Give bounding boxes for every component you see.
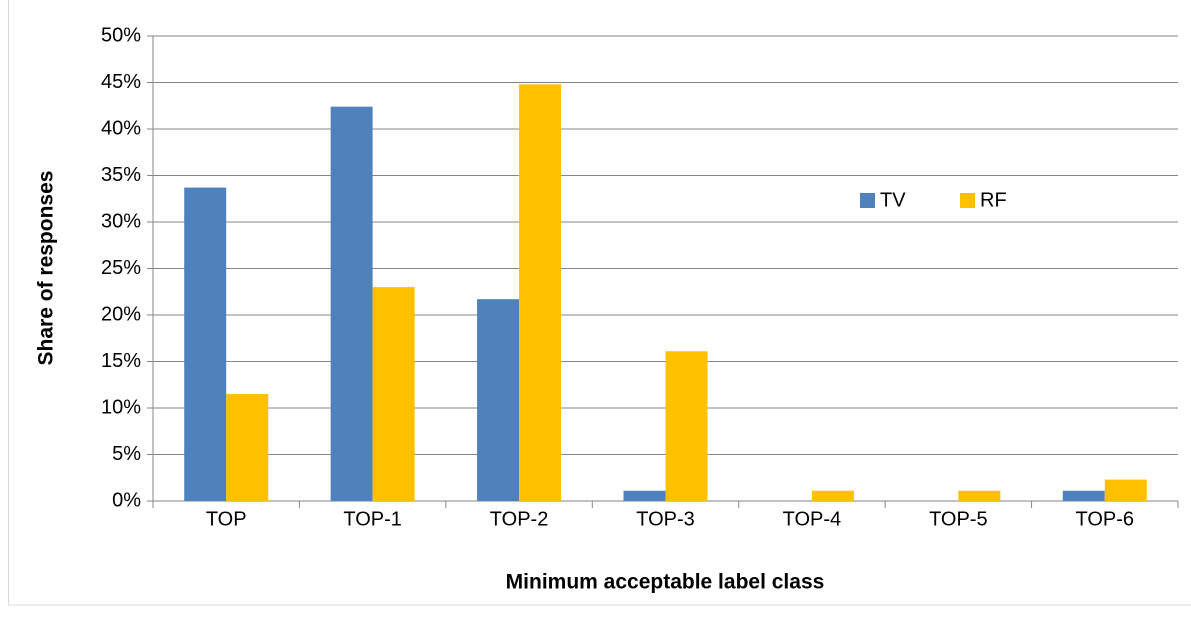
- y-tick-label: 10%: [101, 396, 141, 418]
- chart-frame: [8, 0, 1191, 606]
- y-tick-label: 35%: [101, 164, 141, 186]
- y-tick-label: 45%: [101, 71, 141, 93]
- x-tick-label: TOP-2: [490, 508, 549, 530]
- bar: [226, 394, 269, 501]
- bar: [477, 299, 520, 501]
- bar: [623, 490, 666, 501]
- legend-label: TV: [880, 189, 906, 211]
- x-tick-label: TOP-4: [783, 508, 842, 530]
- y-tick-label: 5%: [112, 443, 141, 465]
- bar: [519, 84, 562, 502]
- y-tick-label: 40%: [101, 117, 141, 139]
- bar: [1104, 479, 1147, 501]
- bar: [665, 351, 708, 501]
- bar: [330, 106, 373, 502]
- y-tick-label: 20%: [101, 303, 141, 325]
- x-axis-title: Minimum acceptable label class: [506, 571, 825, 594]
- y-tick-label: 30%: [101, 210, 141, 232]
- y-tick-label: 25%: [101, 257, 141, 279]
- x-tick-label: TOP-6: [1076, 508, 1135, 530]
- bar: [811, 490, 854, 501]
- x-tick-label: TOP-1: [343, 508, 402, 530]
- bar: [372, 287, 415, 501]
- x-tick-label: TOP: [206, 508, 247, 530]
- bar: [958, 490, 1001, 501]
- x-tick-label: TOP-3: [636, 508, 695, 530]
- legend-swatch: [960, 193, 975, 208]
- bar: [184, 187, 227, 501]
- bar: [1062, 490, 1105, 501]
- y-tick-label: 50%: [101, 24, 141, 46]
- legend-label: RF: [980, 189, 1007, 211]
- y-tick-label: 15%: [101, 350, 141, 372]
- y-tick-label: 0%: [112, 489, 141, 511]
- x-tick-label: TOP-5: [929, 508, 988, 530]
- legend-swatch: [860, 193, 875, 208]
- y-axis-title: Share of responses: [35, 171, 58, 366]
